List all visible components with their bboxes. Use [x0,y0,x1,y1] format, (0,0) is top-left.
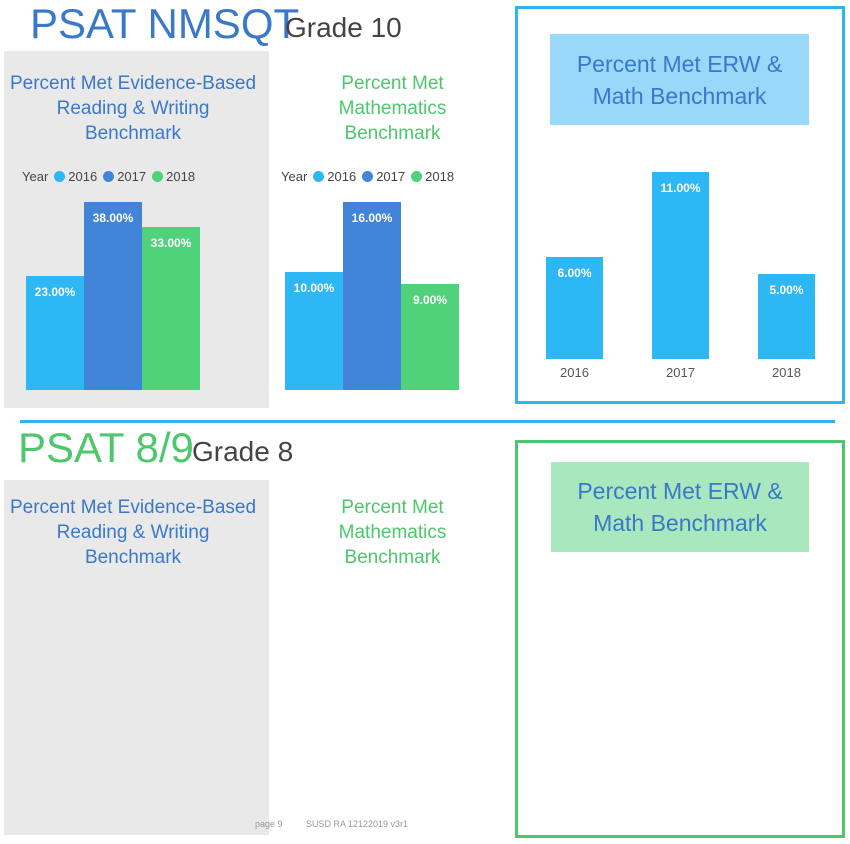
bar-2016[interactable] [546,257,603,359]
combined-chart-header: Percent Met ERW & Math Benchmark [550,34,809,125]
section2-subtitle: Grade 8 [192,436,294,467]
legend-dot-2016 [54,171,66,182]
legend-item-2018: 2018 [152,169,195,184]
bar-2016[interactable] [26,276,84,390]
bar-label-2016: 23.00% [34,285,76,299]
legend-text-2018: 2018 [166,169,196,184]
bar-2017[interactable] [652,172,709,359]
footer-doc-id: SUSD RA 12122019 v3r1 [306,819,409,829]
bar-2017[interactable] [84,202,142,390]
legend-dot-2017 [362,171,374,182]
section-divider [20,420,835,423]
math-chart-title: Percent Met Mathematics Benchmark [338,73,447,144]
erw-chart-title: Percent Met Evidence-Based Reading & Wri… [9,73,257,144]
erw-chart-legend: Year 2016 2017 2018 [22,169,201,184]
bar-label-2017: 11.00% [660,181,701,195]
bar-label-2016: 6.00% [557,266,592,280]
bar-label-2017: 38.00% [92,211,134,225]
x-tick-label-2016: 2016 [560,365,589,380]
legend-text-2016: 2016 [68,169,98,184]
legend-dot-2017 [103,171,115,182]
bar-label-2017: 16.00% [351,211,393,225]
legend-label: Year [22,169,49,184]
erw-bar-chart: 23.00% 38.00% 33.00% [26,202,200,390]
bar-2018[interactable] [401,284,459,390]
bar-2016[interactable] [285,272,343,390]
section1-title: PSAT NMSQT [30,0,300,47]
x-tick-label-2017: 2017 [666,365,695,380]
legend-item-2017: 2017 [362,169,405,184]
legend-text-2017: 2017 [376,169,406,184]
legend-text-2016: 2016 [327,169,357,184]
bar-2018[interactable] [142,227,200,390]
legend-item-2016: 2016 [313,169,356,184]
legend-dot-2016 [313,171,325,182]
bar-label-2016: 10.00% [293,281,335,295]
legend-dot-2018 [152,171,164,182]
x-tick-label-2018: 2018 [772,365,801,380]
bar-2017[interactable] [343,202,401,390]
combined-chart-frame [515,6,845,404]
footer-page: page 9 [255,819,283,829]
legend-label: Year [281,169,308,184]
legend-item-2016: 2016 [54,169,97,184]
legend-item-2017: 2017 [103,169,146,184]
erw8-chart-panel [4,480,269,835]
bar-label-2018: 9.00% [412,293,448,307]
legend-dot-2018 [411,171,423,182]
bar-2018[interactable] [758,274,815,359]
combined8-chart-header: Percent Met ERW & Math Benchmark [551,462,809,552]
bar-label-2018: 5.00% [769,283,804,297]
legend-text-2017: 2017 [117,169,147,184]
math-chart-legend: Year 2016 2017 2018 [281,169,460,184]
combined8-chart-frame [515,440,845,838]
combined-bar-chart: 6.00% 2016 11.00% 2017 5.00% 2018 [520,172,840,380]
erw8-chart-title: Percent Met Evidence-Based Reading & Wri… [9,497,257,568]
legend-text-2018: 2018 [425,169,455,184]
math8-chart-title: Percent Met Mathematics Benchmark [338,497,447,568]
math-bar-chart: 10.00% 16.00% 9.00% [285,202,459,390]
section1-subtitle: Grade 10 [285,12,402,43]
section2-title: PSAT 8/9 [18,424,194,471]
bar-label-2018: 33.00% [150,236,192,250]
legend-item-2018: 2018 [411,169,454,184]
